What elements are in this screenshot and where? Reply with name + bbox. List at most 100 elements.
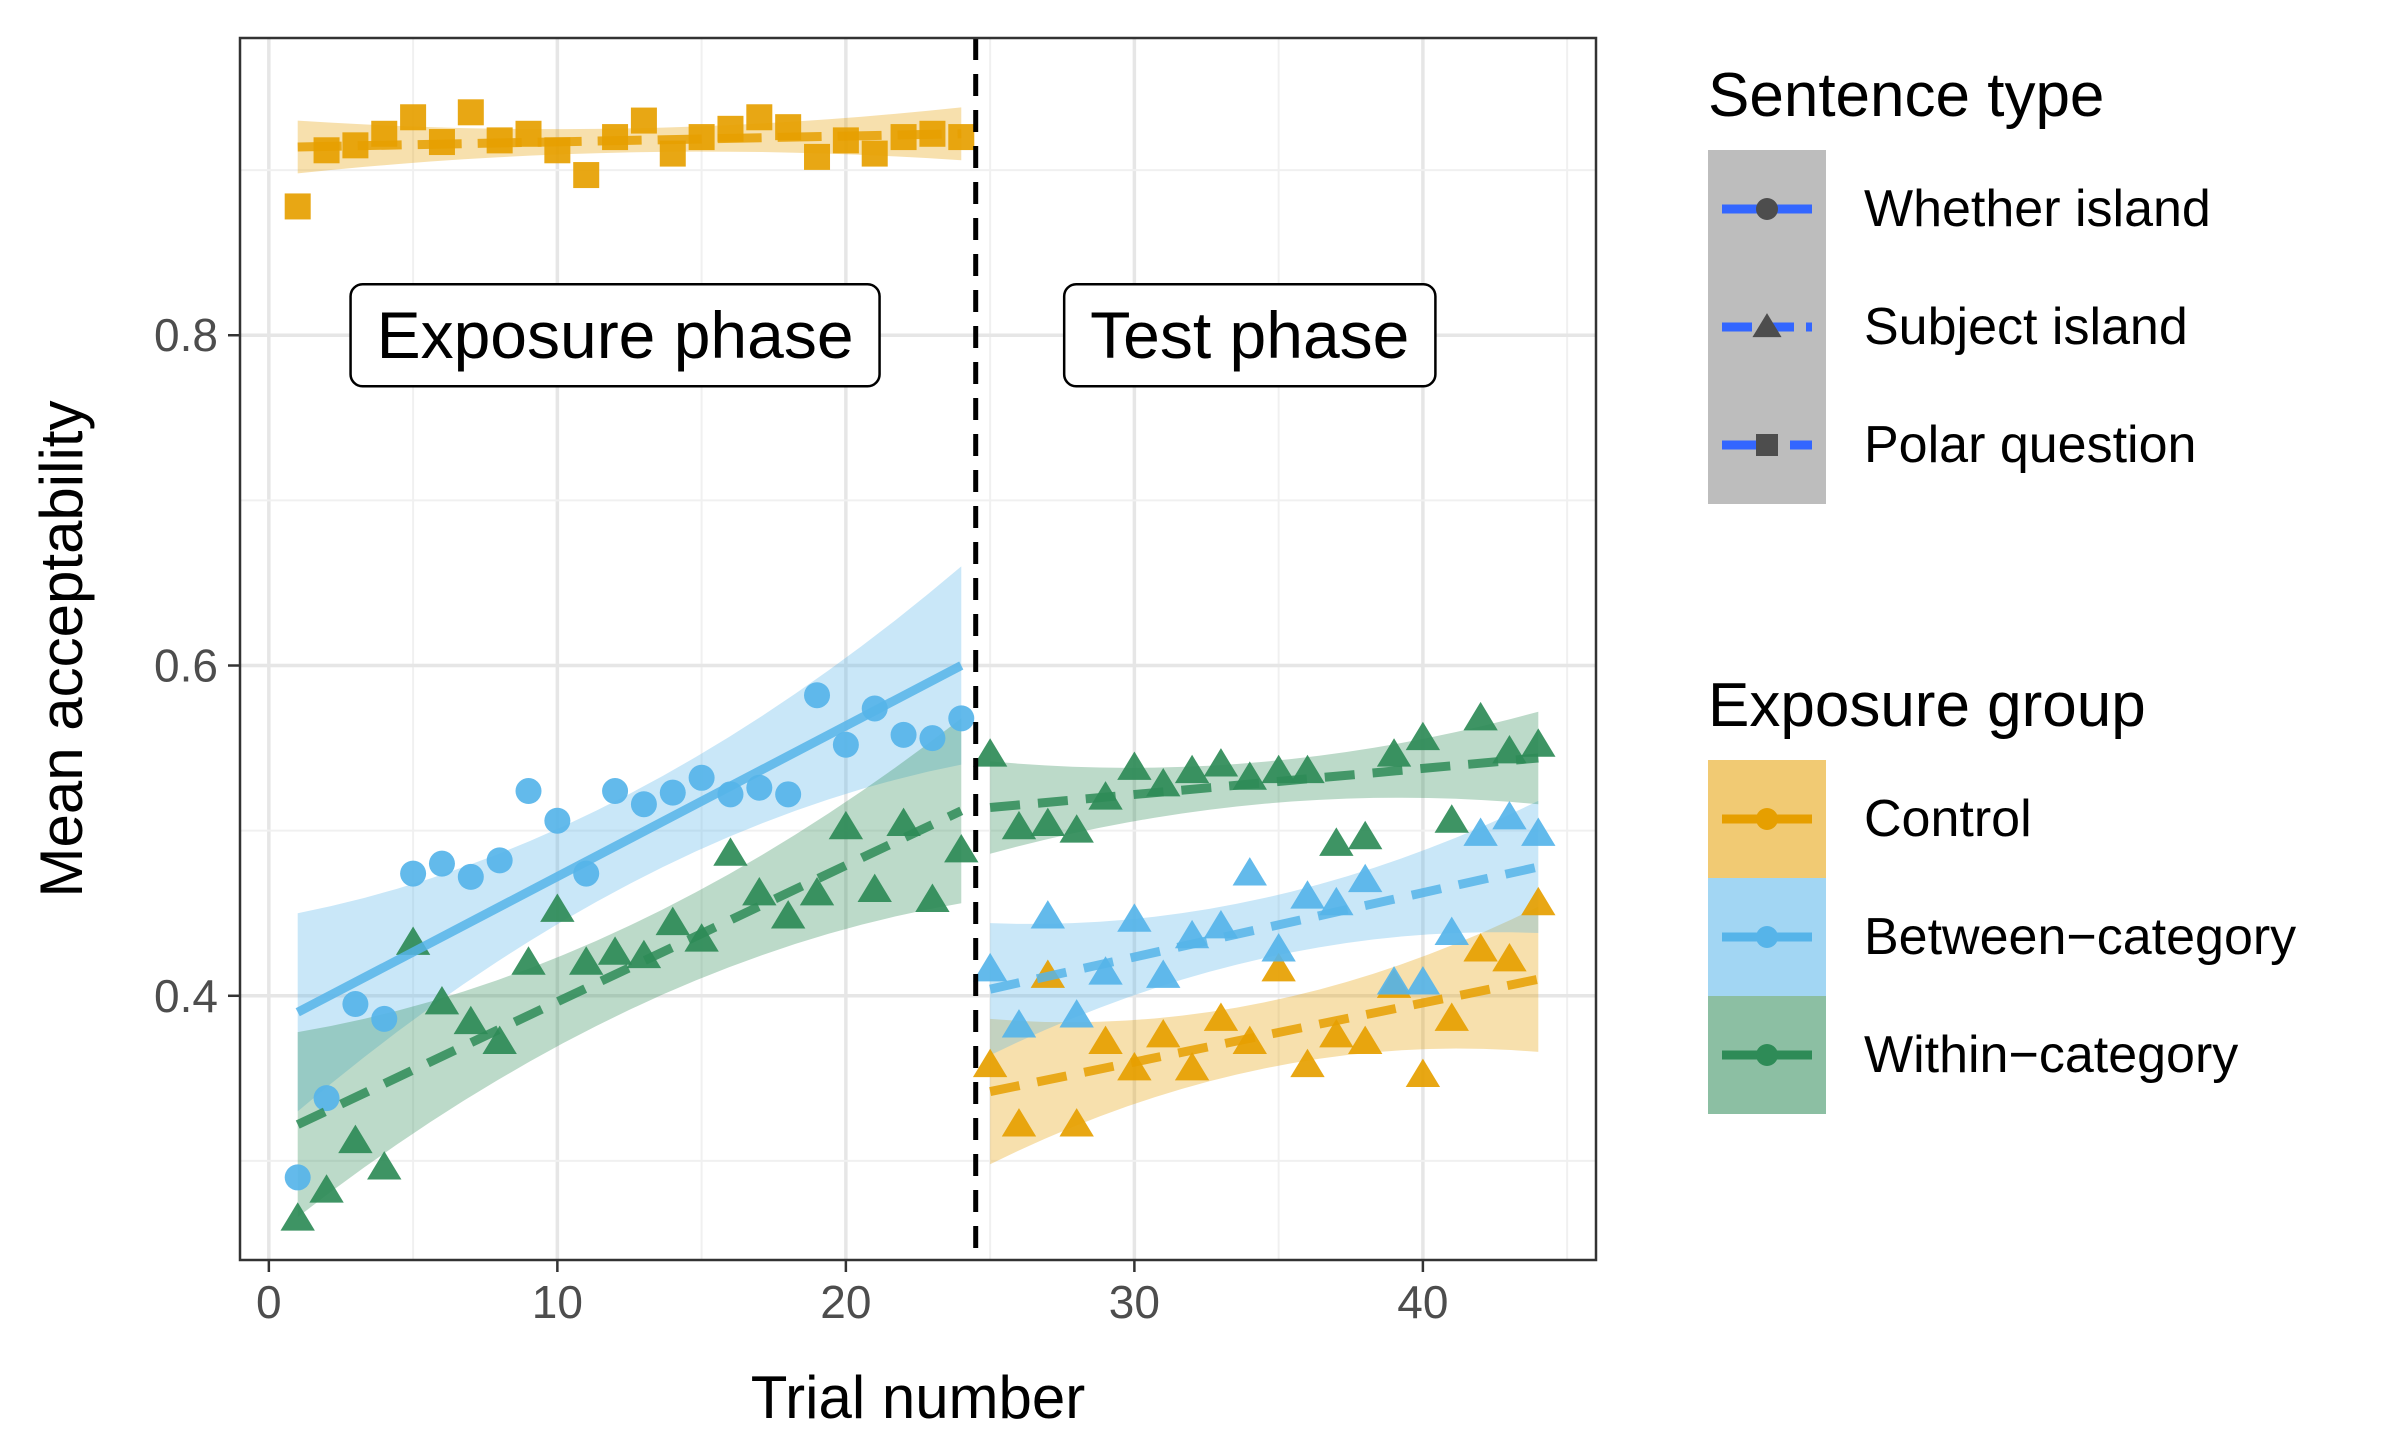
data-point xyxy=(1030,807,1066,837)
data-point xyxy=(688,764,715,791)
data-point xyxy=(338,1124,373,1154)
data-point xyxy=(284,1164,311,1191)
data-point xyxy=(1405,721,1441,751)
legend-title: Sentence type xyxy=(1708,61,2104,130)
data-point xyxy=(1492,943,1527,972)
data-point xyxy=(1434,804,1469,833)
data-point xyxy=(1001,1009,1037,1038)
data-point xyxy=(713,837,748,866)
data-point xyxy=(886,807,921,837)
x-axis-title: Trial number xyxy=(751,1364,1086,1431)
data-point xyxy=(890,721,917,748)
data-point xyxy=(371,1005,398,1032)
data-point xyxy=(367,1151,402,1180)
data-point xyxy=(972,1048,1008,1078)
data-point xyxy=(544,807,571,834)
phase-annotations: Exposure phase Test phase xyxy=(349,282,1437,388)
data-point xyxy=(742,876,777,906)
confidence-band xyxy=(990,800,1539,1056)
legend-key-point xyxy=(1756,198,1778,220)
data-point xyxy=(309,1174,344,1203)
data-point xyxy=(597,936,633,965)
data-point xyxy=(1347,820,1383,850)
phase-annotation-box xyxy=(1062,282,1437,388)
data-point xyxy=(972,738,1008,767)
data-point xyxy=(1001,810,1037,840)
data-point xyxy=(630,107,657,134)
data-point xyxy=(1347,1025,1383,1054)
data-point xyxy=(453,1005,489,1035)
legend-key-point xyxy=(1756,808,1778,830)
data-point xyxy=(1001,1108,1037,1137)
data-point xyxy=(746,774,773,801)
data-point xyxy=(746,104,773,131)
data-point xyxy=(457,863,484,890)
data-point xyxy=(1521,728,1556,757)
legend-key-point xyxy=(1756,434,1778,456)
data-point xyxy=(482,1025,517,1054)
data-point xyxy=(770,900,806,929)
data-points xyxy=(280,99,1556,1231)
data-point xyxy=(1059,1108,1094,1137)
data-point xyxy=(828,810,864,840)
data-point xyxy=(804,143,831,170)
data-point xyxy=(1261,754,1296,784)
data-point xyxy=(511,946,546,975)
data-point xyxy=(659,140,686,167)
legend-title: Exposure group xyxy=(1708,671,2146,740)
data-point xyxy=(515,778,542,805)
data-point xyxy=(400,104,427,131)
phase-annotation-label: Test phase xyxy=(1090,298,1409,372)
x-tick-label: 20 xyxy=(820,1276,871,1328)
data-point xyxy=(1463,701,1498,731)
fit-line xyxy=(295,806,964,1129)
data-point xyxy=(284,193,311,220)
x-tick-label: 10 xyxy=(532,1276,583,1328)
data-point xyxy=(280,1202,315,1231)
legend-label: Whether island xyxy=(1864,180,2211,238)
data-point xyxy=(1376,966,1412,995)
phase-annotation: Exposure phase xyxy=(349,282,881,388)
legend-key-point xyxy=(1756,926,1778,948)
plot-border xyxy=(238,36,1598,1262)
data-point xyxy=(1347,863,1383,893)
data-point xyxy=(655,906,690,936)
data-point xyxy=(857,873,892,903)
data-point xyxy=(659,779,686,806)
data-point xyxy=(861,140,888,167)
data-point xyxy=(540,893,575,922)
data-point xyxy=(400,860,427,887)
y-tick-label: 0.8 xyxy=(154,309,218,361)
data-point xyxy=(569,946,604,975)
data-point xyxy=(1059,814,1094,843)
data-point xyxy=(1290,880,1325,909)
legend-key-point xyxy=(1752,313,1782,338)
data-point xyxy=(457,99,484,126)
data-point xyxy=(1232,857,1267,886)
data-point xyxy=(1521,886,1556,916)
data-point xyxy=(915,883,950,912)
data-point xyxy=(804,682,831,709)
data-point xyxy=(1203,748,1239,777)
phase-annotation: Test phase xyxy=(1062,282,1437,388)
x-tick-label: 40 xyxy=(1397,1276,1448,1328)
data-point xyxy=(775,781,802,808)
data-point xyxy=(313,1085,340,1112)
data-point xyxy=(1434,916,1469,945)
axes: 0 10 20 30 40 0.4 0.6 0.8 xyxy=(154,309,1448,1328)
x-tick-label: 0 xyxy=(256,1276,282,1328)
legend: Sentence type Whether island Subject islan… xyxy=(1708,61,2296,1114)
data-point xyxy=(1030,900,1066,929)
data-point xyxy=(1405,966,1441,995)
phase-annotation-box xyxy=(349,282,881,388)
data-point xyxy=(1463,817,1498,846)
phase-annotation-label: Exposure phase xyxy=(377,298,854,372)
fit-line xyxy=(989,753,1539,813)
y-tick-label: 0.4 xyxy=(154,970,218,1022)
data-point xyxy=(1203,1002,1239,1031)
data-point xyxy=(1117,903,1152,932)
data-point xyxy=(972,952,1008,982)
data-point xyxy=(948,705,975,732)
